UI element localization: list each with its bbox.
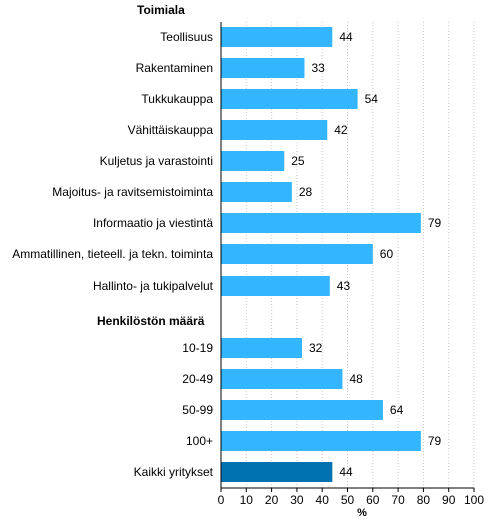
bar bbox=[221, 120, 328, 140]
bar bbox=[221, 27, 333, 47]
bar bbox=[221, 369, 343, 389]
bar bbox=[221, 400, 383, 420]
bar bbox=[221, 244, 373, 264]
x-tick-label: 100 bbox=[464, 493, 484, 507]
x-tick-label: 50 bbox=[341, 493, 355, 507]
category-label: Kaikki yritykset bbox=[134, 465, 214, 479]
category-label: Kuljetus ja varastointi bbox=[100, 154, 213, 168]
category-label: Ammatillinen, tieteell. ja tekn. toimint… bbox=[12, 247, 213, 261]
x-tick-label: 60 bbox=[366, 493, 380, 507]
bar bbox=[221, 58, 305, 78]
x-tick-label: 20 bbox=[265, 493, 279, 507]
x-tick-label: 80 bbox=[417, 493, 431, 507]
group-headings: Toimiala Henkilöstön määrä bbox=[97, 3, 205, 328]
value-label: 44 bbox=[339, 465, 353, 479]
value-labels: 44 33 54 42 25 28 79 60 43 32 48 64 79 44 bbox=[291, 30, 441, 479]
bar bbox=[221, 338, 302, 358]
category-label: Rakentaminen bbox=[136, 61, 213, 75]
value-label: 60 bbox=[380, 247, 394, 261]
group-heading: Henkilöstön määrä bbox=[97, 314, 205, 328]
value-label: 54 bbox=[365, 92, 379, 106]
category-label: 10-19 bbox=[182, 341, 213, 355]
value-label: 43 bbox=[337, 279, 351, 293]
group-heading: Toimiala bbox=[137, 3, 185, 17]
x-tick-label: 90 bbox=[442, 493, 456, 507]
value-label: 42 bbox=[334, 123, 348, 137]
category-label: Teollisuus bbox=[160, 30, 213, 44]
category-label: Tukkukauppa bbox=[141, 92, 213, 106]
value-label: 79 bbox=[428, 434, 442, 448]
category-label: Hallinto- ja tukipalvelut bbox=[93, 279, 214, 293]
bar bbox=[221, 213, 421, 233]
bars bbox=[221, 27, 421, 482]
category-label: 50-99 bbox=[182, 403, 213, 417]
bar bbox=[221, 89, 358, 109]
category-labels: Teollisuus Rakentaminen Tukkukauppa Vähittä… bbox=[12, 30, 213, 479]
value-label: 25 bbox=[291, 154, 305, 168]
x-axis: 0 10 20 30 40 50 60 70 80 90 100 bbox=[218, 22, 484, 507]
value-label: 32 bbox=[309, 341, 323, 355]
category-label: Informaatio ja viestintä bbox=[93, 216, 213, 230]
x-tick-label: 40 bbox=[316, 493, 330, 507]
value-label: 64 bbox=[390, 403, 404, 417]
bar bbox=[221, 462, 333, 482]
bar bbox=[221, 182, 292, 202]
value-label: 79 bbox=[428, 216, 442, 230]
x-axis-title: % bbox=[357, 507, 367, 519]
x-tick-label: 30 bbox=[290, 493, 304, 507]
value-label: 48 bbox=[349, 372, 363, 386]
bar bbox=[221, 276, 330, 296]
category-label: 20-49 bbox=[182, 372, 213, 386]
category-label: 100+ bbox=[186, 434, 213, 448]
category-label: Vähittäiskauppa bbox=[128, 123, 214, 137]
bar bbox=[221, 431, 421, 451]
x-tick-label: 0 bbox=[218, 493, 225, 507]
bar bbox=[221, 151, 285, 171]
category-label: Majoitus- ja ravitsemistoiminta bbox=[52, 185, 213, 199]
x-tick-label: 70 bbox=[391, 493, 405, 507]
value-label: 33 bbox=[311, 61, 325, 75]
value-label: 44 bbox=[339, 30, 353, 44]
x-tick-label: 10 bbox=[240, 493, 254, 507]
value-label: 28 bbox=[299, 185, 313, 199]
